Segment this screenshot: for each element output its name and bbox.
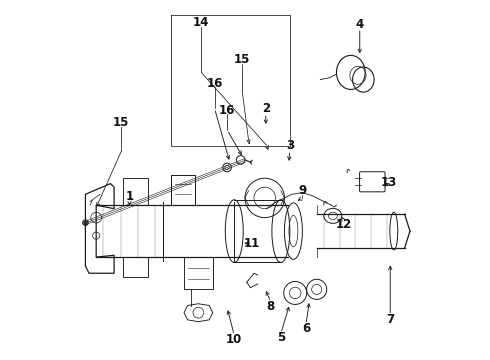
Text: 3: 3 [286, 139, 294, 152]
Text: 9: 9 [298, 184, 307, 197]
Text: 2: 2 [262, 103, 270, 116]
Text: 13: 13 [381, 176, 397, 189]
Text: 15: 15 [234, 53, 250, 66]
Text: 10: 10 [226, 333, 243, 346]
Text: 7: 7 [386, 313, 394, 327]
Text: 15: 15 [113, 116, 129, 129]
Text: 16: 16 [219, 104, 235, 117]
Text: 1: 1 [125, 190, 134, 203]
Text: 16: 16 [206, 77, 223, 90]
Text: 4: 4 [356, 18, 364, 31]
Text: 5: 5 [277, 331, 285, 344]
Text: 14: 14 [193, 16, 209, 29]
Text: 8: 8 [267, 300, 275, 313]
Text: 12: 12 [336, 218, 352, 231]
Text: 11: 11 [244, 237, 260, 250]
Text: 6: 6 [302, 322, 310, 335]
